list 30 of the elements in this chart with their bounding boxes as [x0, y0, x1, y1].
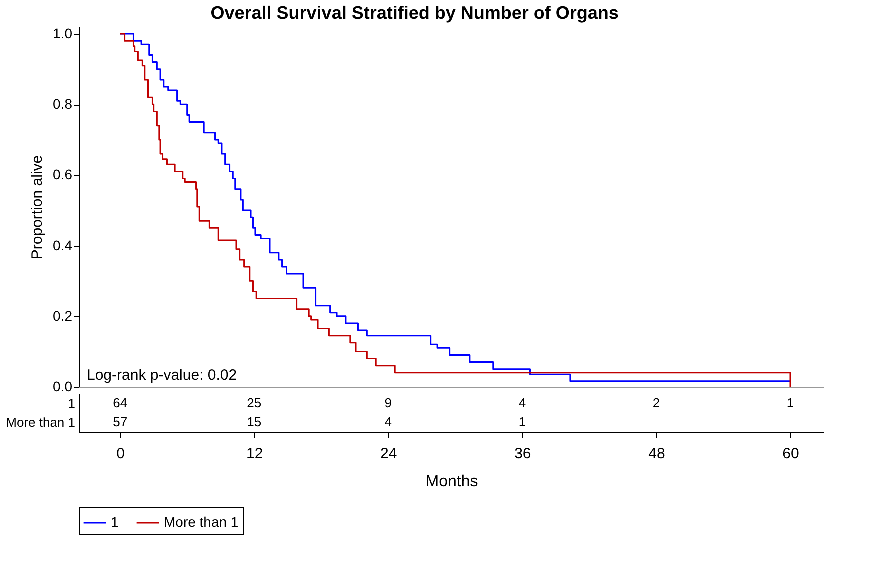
text: 15 [247, 414, 262, 430]
legend-label: 1 [111, 514, 119, 530]
chart-title: Overall Survival Stratified by Number of Organs [210, 3, 619, 23]
text: 9 [384, 396, 392, 410]
y-tick-label: 0.8 [53, 96, 73, 112]
text: 1 [68, 396, 76, 411]
x-tick-label: 60 [782, 446, 800, 462]
text: 4 [518, 396, 526, 410]
y-tick-label: 0.6 [53, 166, 73, 183]
text: More than 1 [6, 415, 76, 430]
text: 1 [786, 396, 794, 410]
text: 4 [384, 414, 392, 430]
y-axis-title: Proportion alive [29, 155, 46, 260]
text: 57 [113, 414, 128, 430]
x-axis-title: Months [426, 474, 478, 490]
text: 64 [113, 396, 128, 410]
y-tick-label: 0.4 [53, 237, 73, 254]
x-tick-label: 12 [246, 446, 264, 462]
y-tick-label: 0.0 [53, 378, 73, 394]
x-tick-label: 36 [514, 446, 532, 462]
text: 1 [518, 414, 526, 430]
text: 25 [247, 396, 262, 410]
y-tick-label: 0.2 [53, 308, 73, 324]
text: 2 [652, 396, 660, 410]
y-tick-label: 1.0 [53, 26, 73, 42]
x-tick-label: 0 [116, 446, 125, 462]
x-tick-label: 24 [380, 446, 398, 462]
legend-label: More than 1 [164, 514, 239, 530]
x-tick-label: 48 [648, 446, 666, 462]
annotation: Log-rank p-value: 0.02 [87, 367, 238, 384]
